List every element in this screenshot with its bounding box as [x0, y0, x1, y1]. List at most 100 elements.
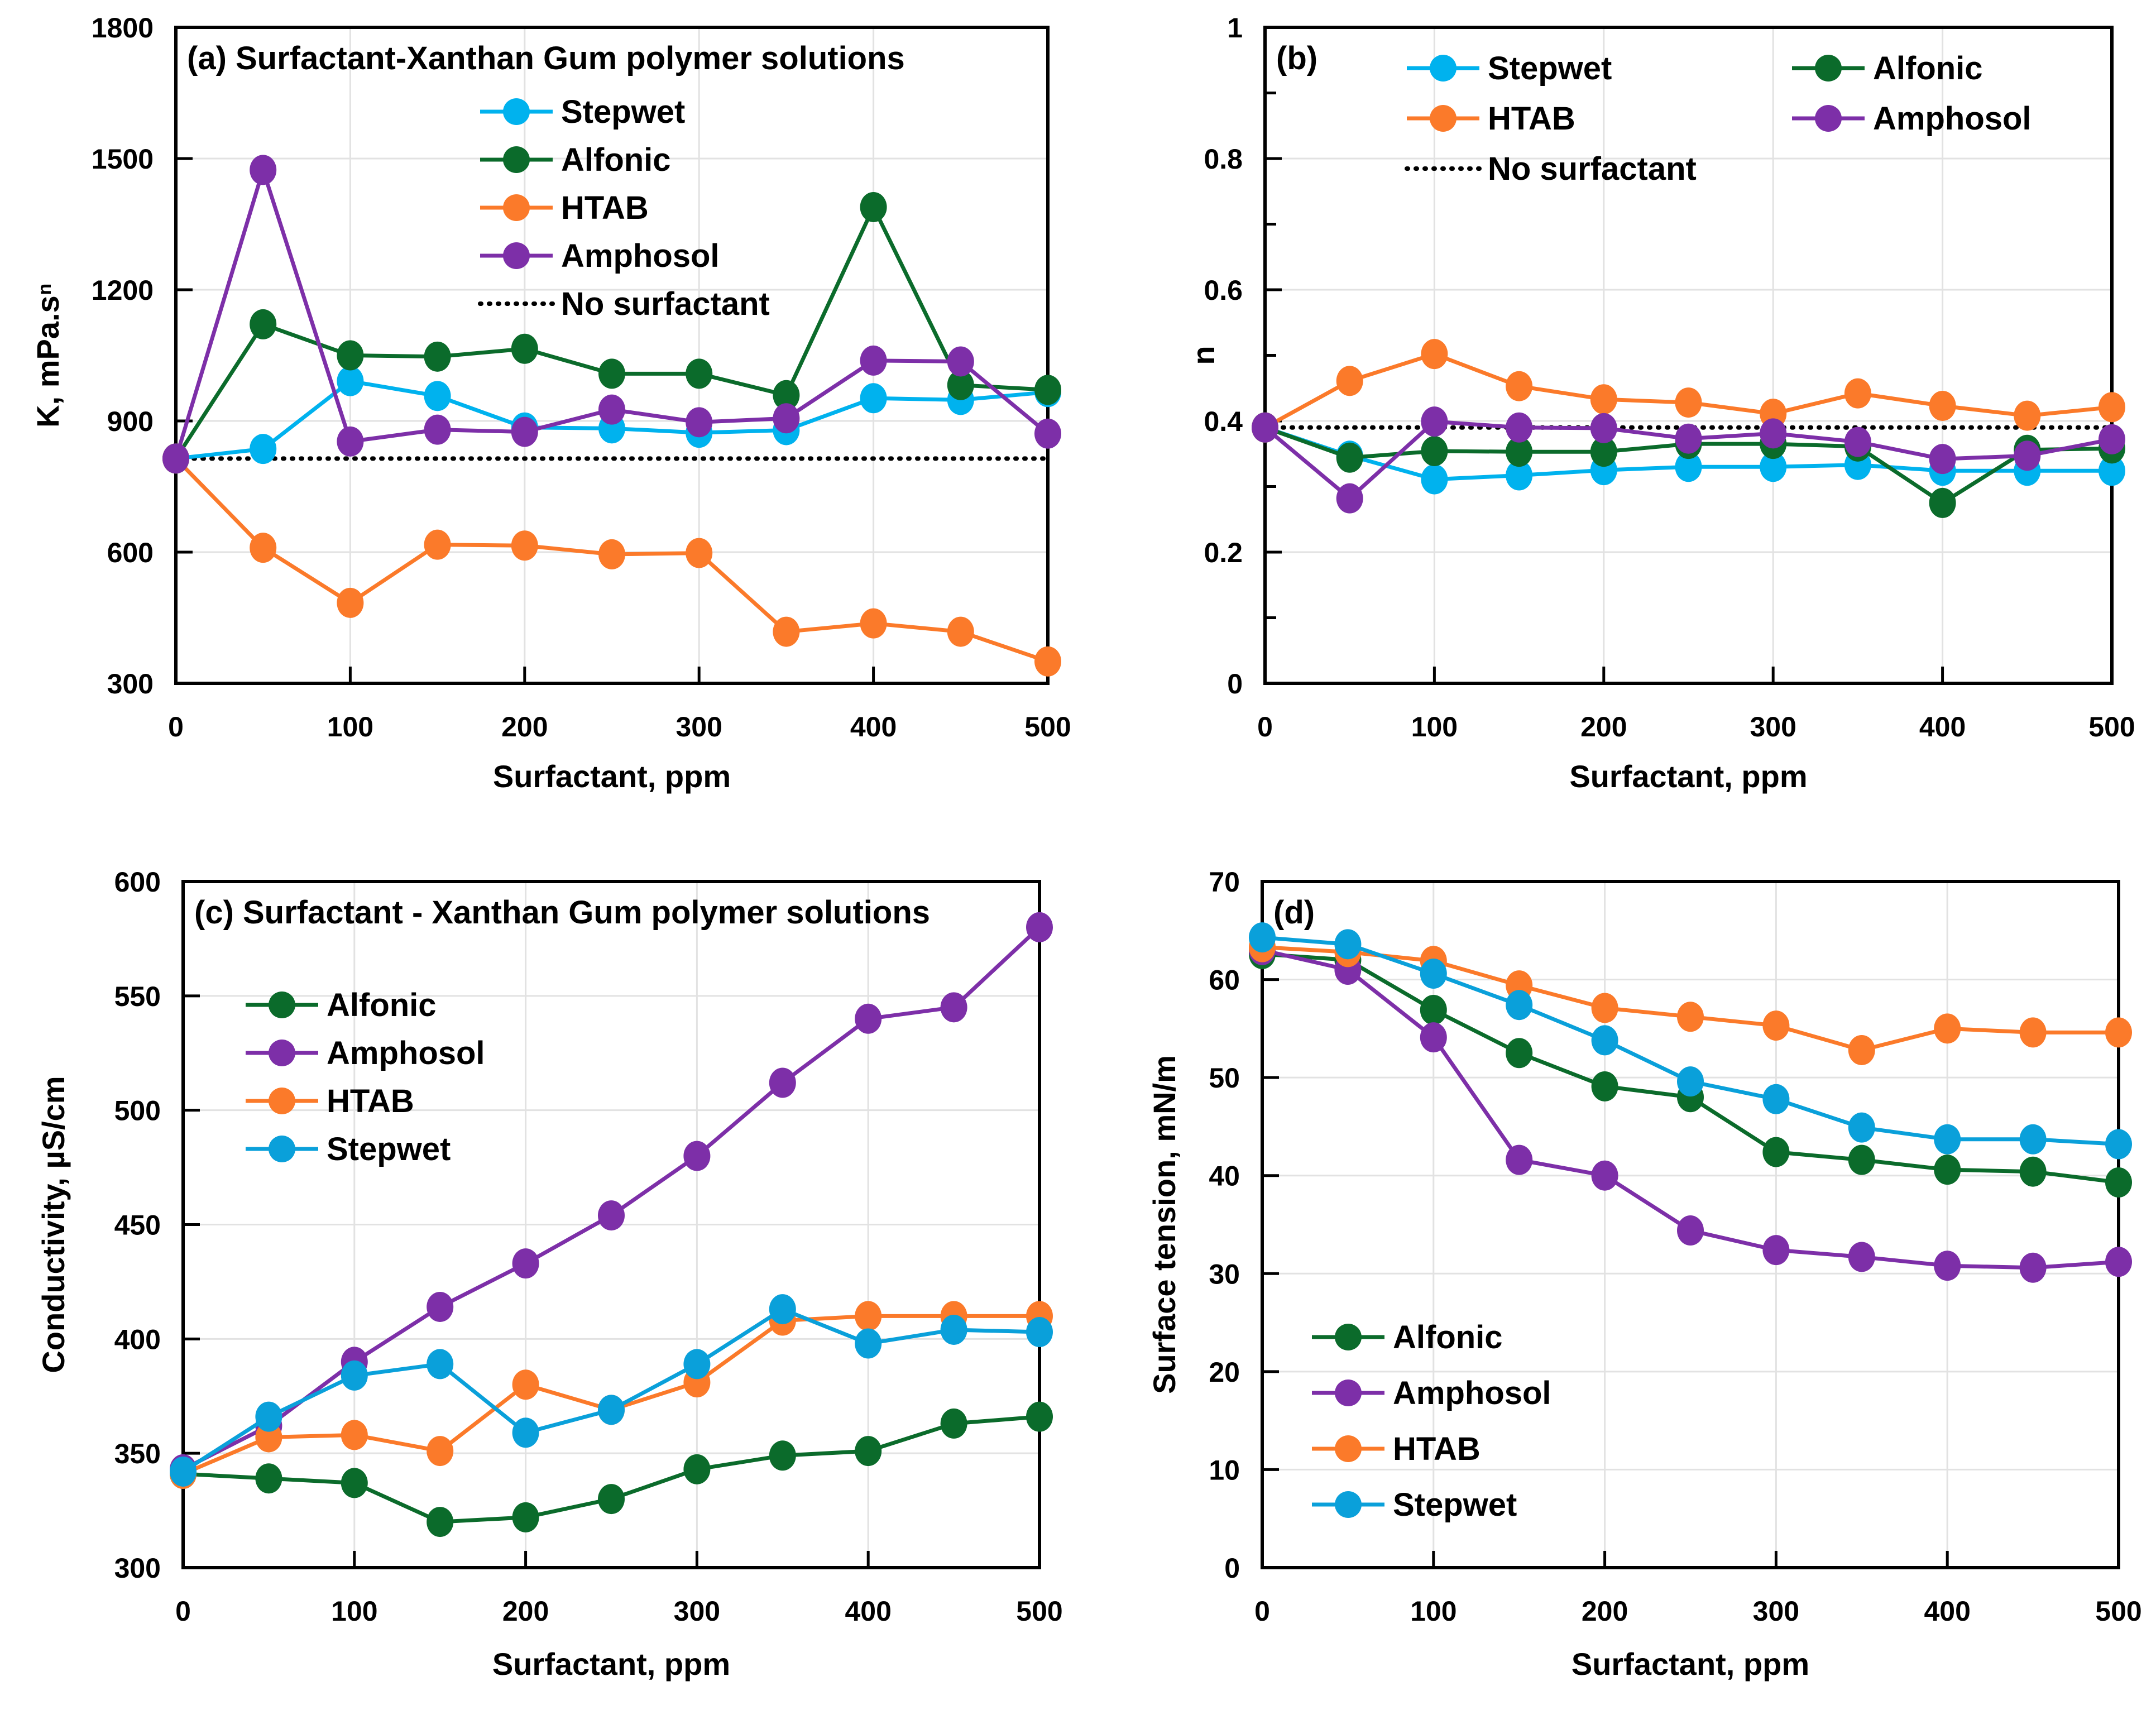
- x-tick-label: 100: [1411, 711, 1458, 743]
- data-point-htab: [860, 608, 887, 639]
- data-point-amphosol: [1591, 1160, 1618, 1191]
- panel-title: (d): [1273, 894, 1315, 931]
- data-point-alfonic: [1034, 375, 1061, 405]
- legend-swatch-marker: [1335, 1324, 1362, 1350]
- panel-a-consistency-index-chart: 300 600 900 1200 1500 1800 0 100 200 300 400 500 Sur…: [30, 12, 1071, 794]
- legend-label: Stepwet: [1488, 50, 1612, 87]
- data-point-htab: [337, 587, 364, 618]
- legend-item-htab: HTAB: [246, 1083, 414, 1119]
- data-point-stepwet: [424, 381, 451, 411]
- plot-frame: [1261, 880, 2120, 1569]
- data-point-alfonic: [1506, 437, 1533, 467]
- y-axis-title: Surface tension, mN/m: [1147, 1055, 1182, 1394]
- x-axis-title: Surfactant, ppm: [1572, 1646, 1809, 1682]
- data-point-alfonic: [683, 1454, 711, 1484]
- data-point-htab: [1848, 1034, 1875, 1065]
- y-tick-label: 30: [1209, 1258, 1240, 1290]
- data-point-htab: [427, 1436, 454, 1467]
- data-point-htab: [250, 533, 277, 563]
- data-point-stepwet: [1848, 1112, 1875, 1143]
- legend-label: HTAB: [1488, 100, 1575, 137]
- data-point-amphosol: [686, 407, 713, 438]
- data-point-alfonic: [860, 191, 887, 222]
- data-point-amphosol: [1590, 413, 1617, 443]
- data-point-amphosol: [1929, 444, 1956, 475]
- legend-swatch-marker: [269, 991, 295, 1018]
- data-point-stepwet: [337, 366, 364, 396]
- data-point-htab: [2098, 392, 2125, 423]
- series-line-amphosol: [182, 926, 1041, 1471]
- data-point-amphosol: [598, 394, 625, 425]
- y-tick-label: 60: [1209, 965, 1240, 996]
- data-point-stepwet: [427, 1349, 454, 1380]
- legend: Stepwet Alfonic HTAB Amphosol No surfactant: [478, 94, 770, 322]
- data-point-stepwet: [1677, 1066, 1704, 1097]
- data-point-amphosol: [855, 1003, 882, 1034]
- y-tick-label: 500: [114, 1095, 161, 1127]
- data-point-alfonic: [598, 1484, 625, 1515]
- data-point-alfonic: [686, 358, 713, 389]
- data-point-alfonic: [1591, 1071, 1618, 1101]
- data-point-htab: [1677, 1002, 1704, 1032]
- legend-item-stepwet: Stepwet: [1312, 1487, 1517, 1523]
- legend-item-stepwet: Stepwet: [480, 94, 685, 130]
- data-point-htab: [1844, 378, 1871, 409]
- legend-item-no-surfactant: No surfactant: [1405, 151, 1697, 187]
- data-point-stepwet: [855, 1328, 882, 1359]
- y-tick-label: 0.8: [1204, 143, 1243, 175]
- x-tick-label: 400: [850, 711, 897, 743]
- legend-label: Stepwet: [1393, 1487, 1517, 1523]
- legend-item-amphosol: Amphosol: [480, 238, 720, 274]
- legend-item-htab: HTAB: [1407, 100, 1575, 137]
- data-point-htab: [511, 530, 538, 561]
- data-point-stepwet: [1506, 460, 1533, 491]
- data-point-amphosol: [1420, 1022, 1447, 1053]
- data-point-stepwet: [2019, 1124, 2047, 1155]
- legend: Alfonic Amphosol HTAB Stepwet: [246, 987, 485, 1167]
- legend-item-alfonic: Alfonic: [480, 142, 671, 178]
- data-point-stepwet: [769, 1294, 796, 1325]
- legend-item-htab: HTAB: [1312, 1431, 1481, 1467]
- x-tick-label: 200: [501, 711, 548, 743]
- y-tick-label: 0: [1224, 1553, 1240, 1584]
- data-point-amphosol: [2098, 424, 2125, 454]
- data-point-htab: [686, 538, 713, 568]
- data-point-htab: [1929, 390, 1956, 421]
- data-point-stepwet: [170, 1456, 197, 1487]
- data-point-stepwet: [1591, 1025, 1618, 1056]
- data-point-amphosol: [947, 346, 974, 377]
- data-point-amphosol: [683, 1141, 711, 1171]
- data-point-stepwet: [1760, 452, 1787, 482]
- data-point-amphosol: [512, 1248, 539, 1279]
- x-tick-label: 0: [1254, 1596, 1270, 1627]
- data-point-htab: [1421, 339, 1448, 370]
- legend-label: HTAB: [327, 1083, 414, 1119]
- data-point-stepwet: [1675, 452, 1702, 482]
- legend-swatch-marker: [1335, 1380, 1362, 1406]
- legend-swatch-marker: [503, 194, 530, 221]
- legend-item-amphosol: Amphosol: [1312, 1375, 1551, 1411]
- y-tick-label: 1500: [92, 143, 154, 175]
- legend-swatch-marker: [1815, 55, 1842, 82]
- data-point-stepwet: [1249, 922, 1276, 953]
- y-tick-label: 40: [1209, 1161, 1240, 1192]
- data-point-alfonic: [1934, 1155, 1961, 1185]
- panel-d-surface-tension-chart: 0 10 20 30 40 50 60 70 0 100 200 300 400 500 Surfactan…: [1147, 866, 2142, 1682]
- y-tick-label: 0.6: [1204, 275, 1243, 306]
- x-tick-label: 500: [2095, 1596, 2141, 1627]
- data-point-stepwet: [683, 1349, 711, 1380]
- data-point-htab: [2105, 1017, 2132, 1048]
- data-point-alfonic: [940, 1408, 967, 1439]
- legend-item-alfonic: Alfonic: [1312, 1319, 1503, 1355]
- plot-frame: [174, 26, 1050, 685]
- x-tick-label: 400: [1919, 711, 1966, 743]
- legend-label: Alfonic: [1393, 1319, 1503, 1355]
- y-tick-label: 50: [1209, 1062, 1240, 1094]
- data-point-amphosol: [337, 426, 364, 457]
- data-point-alfonic: [337, 340, 364, 371]
- data-point-amphosol: [2105, 1247, 2132, 1277]
- data-point-htab: [1034, 646, 1061, 677]
- x-tick-label: 200: [1580, 711, 1627, 743]
- data-point-htab: [598, 539, 625, 569]
- y-tick-label: 1800: [92, 12, 154, 44]
